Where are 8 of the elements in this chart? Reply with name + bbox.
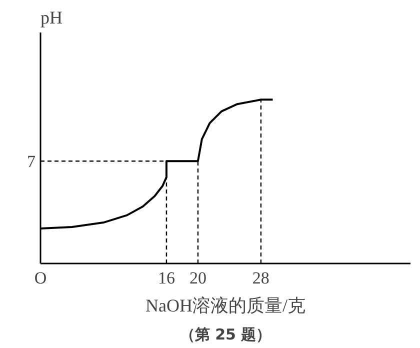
x-tick-label: 20 bbox=[189, 268, 206, 288]
text: （第 25 题） bbox=[180, 326, 272, 344]
y-axis-title: pH bbox=[40, 8, 62, 28]
x-tick-label: O bbox=[34, 268, 47, 288]
x-tick-label: 28 bbox=[252, 268, 270, 288]
x-axis-title: NaOH溶液的质量/克 bbox=[146, 296, 306, 316]
x-tick-label: 16 bbox=[158, 268, 175, 288]
text: 7 bbox=[27, 152, 36, 172]
